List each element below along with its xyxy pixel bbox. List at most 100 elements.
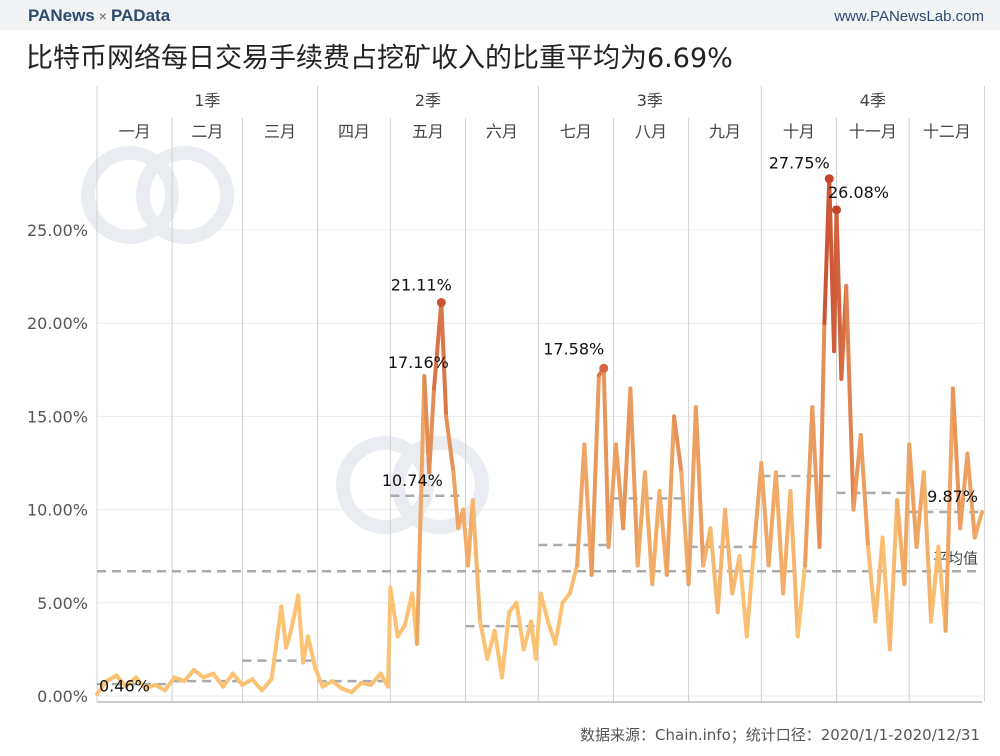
quarter-label: 4季 <box>860 91 886 110</box>
line-segment <box>259 677 274 693</box>
line-segment <box>221 671 235 689</box>
line-segment <box>902 442 912 587</box>
line-segment <box>250 677 264 693</box>
month-label: 十月 <box>783 122 815 141</box>
data-label: 17.58% <box>543 339 604 358</box>
line-segment <box>664 414 677 577</box>
line-segment <box>672 414 684 475</box>
line-segment <box>182 667 196 684</box>
line-segment <box>866 544 878 624</box>
line-segment <box>230 671 245 687</box>
line-segment <box>388 585 400 639</box>
line-segment <box>972 510 984 540</box>
line-segment <box>133 675 148 691</box>
line-segment <box>781 488 793 596</box>
month-label: 九月 <box>709 122 741 141</box>
line-segment <box>628 386 640 568</box>
line-segment <box>851 433 863 512</box>
month-label: 七月 <box>560 122 592 141</box>
line-segment <box>191 667 206 680</box>
brand-logo: PANews × PAData <box>28 6 170 26</box>
line-segment <box>880 535 892 652</box>
line-segment <box>873 535 885 624</box>
line-segment <box>499 610 512 680</box>
month-label: 十一月 <box>849 122 897 141</box>
line-segment <box>795 563 807 639</box>
data-label: 26.08% <box>828 183 889 202</box>
line-segment <box>162 675 177 693</box>
line-segment <box>553 600 565 646</box>
line-segment <box>470 498 483 624</box>
line-segment <box>427 386 437 475</box>
line-segment <box>708 526 720 615</box>
line-segment <box>538 591 550 624</box>
data-source: 数据来源：Chain.info；统计口径：2020/1/1-2020/12/31 <box>580 726 980 744</box>
line-segment <box>211 671 226 689</box>
line-segment <box>958 451 970 531</box>
watermark-logo-ring <box>336 436 434 534</box>
line-segment <box>722 507 735 596</box>
quarter-label: 1季 <box>194 91 220 110</box>
quarter-label: 2季 <box>415 91 441 110</box>
line-segment <box>693 405 706 568</box>
line-segment <box>114 673 129 689</box>
y-tick-label: 25.00% <box>27 221 88 240</box>
line-segment <box>635 470 647 568</box>
line-segment <box>744 544 757 639</box>
line-segment <box>313 666 325 689</box>
line-segment <box>650 488 662 587</box>
line-segment <box>305 634 318 671</box>
line-segment <box>642 470 655 587</box>
month-label: 五月 <box>412 122 444 141</box>
line-segment <box>950 386 963 531</box>
y-tick-label: 20.00% <box>27 314 88 333</box>
line-segment <box>621 386 633 531</box>
top-bar: PANews × PAData www.PANewsLab.com <box>0 0 1000 30</box>
data-label: 27.75% <box>769 154 830 173</box>
line-segment <box>269 604 284 682</box>
site-url[interactable]: www.PANewsLab.com <box>834 8 984 25</box>
line-segment <box>715 507 727 615</box>
month-label: 一月 <box>119 122 151 141</box>
month-label: 六月 <box>486 122 518 141</box>
line-segment <box>788 488 800 639</box>
y-tick-label: 10.00% <box>27 501 88 520</box>
average-label: 平均值 <box>933 549 978 567</box>
data-label: 21.11% <box>391 276 452 295</box>
data-label: 9.87% <box>927 487 978 506</box>
data-label: 17.16% <box>388 353 449 372</box>
line-segment <box>759 461 771 568</box>
quarter-label: 3季 <box>637 91 663 110</box>
data-point-marker <box>599 363 609 373</box>
month-label: 十二月 <box>923 122 971 141</box>
line-segment <box>567 563 580 596</box>
month-label: 二月 <box>191 122 223 141</box>
y-tick-label: 0.00% <box>37 687 88 706</box>
line-segment <box>575 442 587 568</box>
line-segment <box>921 470 934 624</box>
line-segment <box>737 554 749 639</box>
line-segment <box>601 366 611 549</box>
data-point-marker <box>436 298 446 308</box>
line-segment <box>395 623 407 639</box>
month-label: 八月 <box>635 122 667 141</box>
line-segment <box>124 675 138 689</box>
line-segment <box>279 604 289 650</box>
data-label: 0.46% <box>99 676 150 695</box>
month-label: 四月 <box>338 122 370 141</box>
line-segment <box>606 442 618 549</box>
line-segment <box>415 374 427 646</box>
line-segment <box>444 414 456 475</box>
month-label: 三月 <box>264 122 296 141</box>
data-point-marker <box>824 174 834 184</box>
line-segment <box>368 671 383 687</box>
line-segment <box>296 593 306 665</box>
line-segment <box>478 619 490 661</box>
brand-panews: PANews <box>28 6 95 25</box>
chart-title: 比特币网络每日交易手续费占挖矿收入的比重平均为6.69% <box>26 43 733 74</box>
line-segment <box>439 300 449 419</box>
line-segment <box>330 679 344 691</box>
y-tick-label: 5.00% <box>37 594 88 613</box>
data-label: 10.74% <box>382 471 443 490</box>
